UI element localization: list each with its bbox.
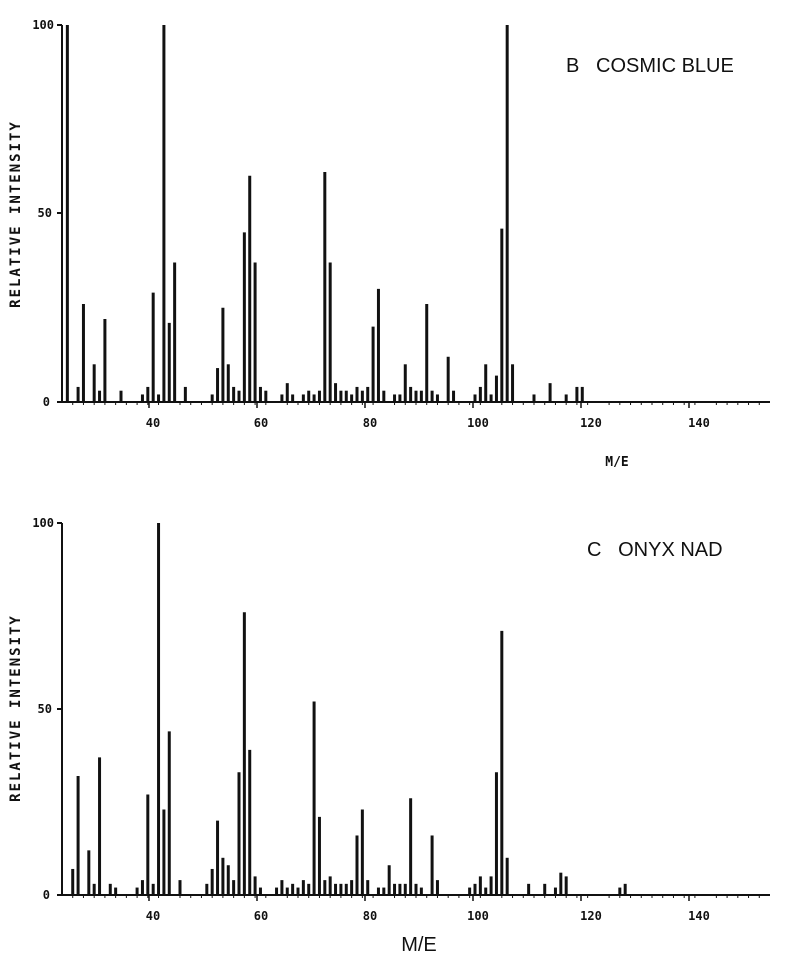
y-tick-label-b-100: 100 [32,18,54,32]
x-tick-label-b-120: 120 [580,416,602,430]
x-tick-label-b-140: 140 [688,416,710,430]
x-tick-label-b-100: 100 [467,416,489,430]
y-tick-label-b-50: 50 [38,206,52,220]
y-axis-label-c: RELATIVE INTENSITY [8,614,24,802]
chart-title-b: B COSMIC BLUE [566,55,734,77]
chart-title-c: C ONYX NAD [587,539,723,561]
x-tick-label-c-80: 80 [363,909,377,923]
x-tick-label-b-60: 60 [254,416,268,430]
x-minor-ticks-c [72,895,760,898]
x-tick-label-c-60: 60 [254,909,268,923]
x-minor-ticks-b [72,402,760,405]
peaks-b [65,25,584,402]
x-tick-label-b-40: 40 [146,416,160,430]
chart-panel-c: C ONYX NAD RELATIVE INTENSITY M/E 0 50 1… [8,516,770,956]
x-axis-label-b: M/E [605,455,628,470]
peaks-c [71,523,627,895]
x-axis-label-c: M/E [401,934,437,956]
x-tick-label-b-80: 80 [363,416,377,430]
x-tick-label-c-140: 140 [688,909,710,923]
y-axis-label-b: RELATIVE INTENSITY [8,120,24,308]
x-tick-label-c-100: 100 [467,909,489,923]
x-tick-label-c-120: 120 [580,909,602,923]
y-tick-label-c-100: 100 [32,516,54,530]
x-ticks-c [148,895,690,901]
y-tick-label-c-50: 50 [38,702,52,716]
chart-panel-b: B COSMIC BLUE RELATIVE INTENSITY M/E 0 5… [8,18,770,470]
y-tick-label-c-0: 0 [43,888,50,902]
x-tick-label-c-40: 40 [146,909,160,923]
x-ticks-b [148,402,690,408]
y-tick-label-b-0: 0 [43,395,50,409]
